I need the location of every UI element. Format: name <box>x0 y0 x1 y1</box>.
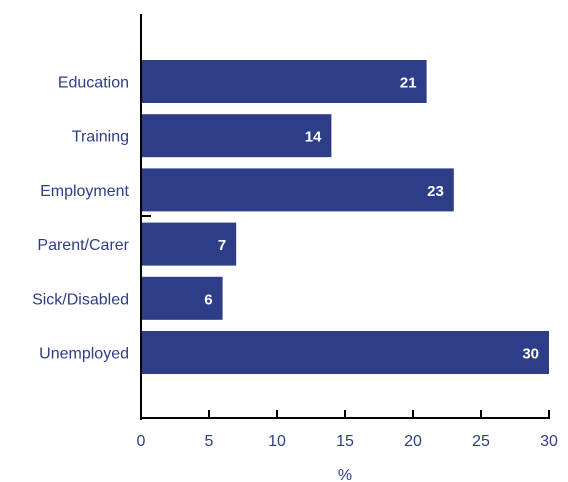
bar-unemployed <box>141 331 549 374</box>
value-label: 23 <box>427 183 444 200</box>
value-label: 7 <box>218 237 226 254</box>
x-axis-title: % <box>338 467 352 482</box>
bar-education <box>141 60 427 103</box>
value-labels: 21 14 23 7 6 30 <box>204 75 539 363</box>
bar-parent-carer <box>141 222 237 266</box>
category-label: Parent/Carer <box>37 237 129 254</box>
x-axis-tick-labels: 0 5 10 15 20 25 30 <box>137 433 558 450</box>
category-label: Training <box>72 129 129 146</box>
category-label: Unemployed <box>39 346 129 363</box>
x-tick-label: 20 <box>404 433 422 450</box>
category-labels: Education Training Employment Parent/Carer S… <box>32 75 130 363</box>
value-label: 30 <box>522 346 539 363</box>
x-tick-label: 25 <box>472 433 490 450</box>
bars-group <box>141 60 549 374</box>
value-label: 21 <box>400 75 417 92</box>
x-tick-label: 30 <box>540 433 558 450</box>
bar-employment <box>141 168 454 212</box>
value-label: 14 <box>305 129 322 146</box>
x-tick-label: 15 <box>336 433 354 450</box>
value-label: 6 <box>204 291 212 308</box>
x-axis-ticks <box>140 410 550 418</box>
category-label: Sick/Disabled <box>32 291 129 308</box>
bar-sick-disabled <box>141 276 223 320</box>
category-label: Education <box>58 75 129 92</box>
x-tick-label: 0 <box>137 433 146 450</box>
x-tick-label: 10 <box>268 433 286 450</box>
bar-training <box>141 114 332 158</box>
x-tick-label: 5 <box>205 433 214 450</box>
category-label: Employment <box>40 183 129 200</box>
